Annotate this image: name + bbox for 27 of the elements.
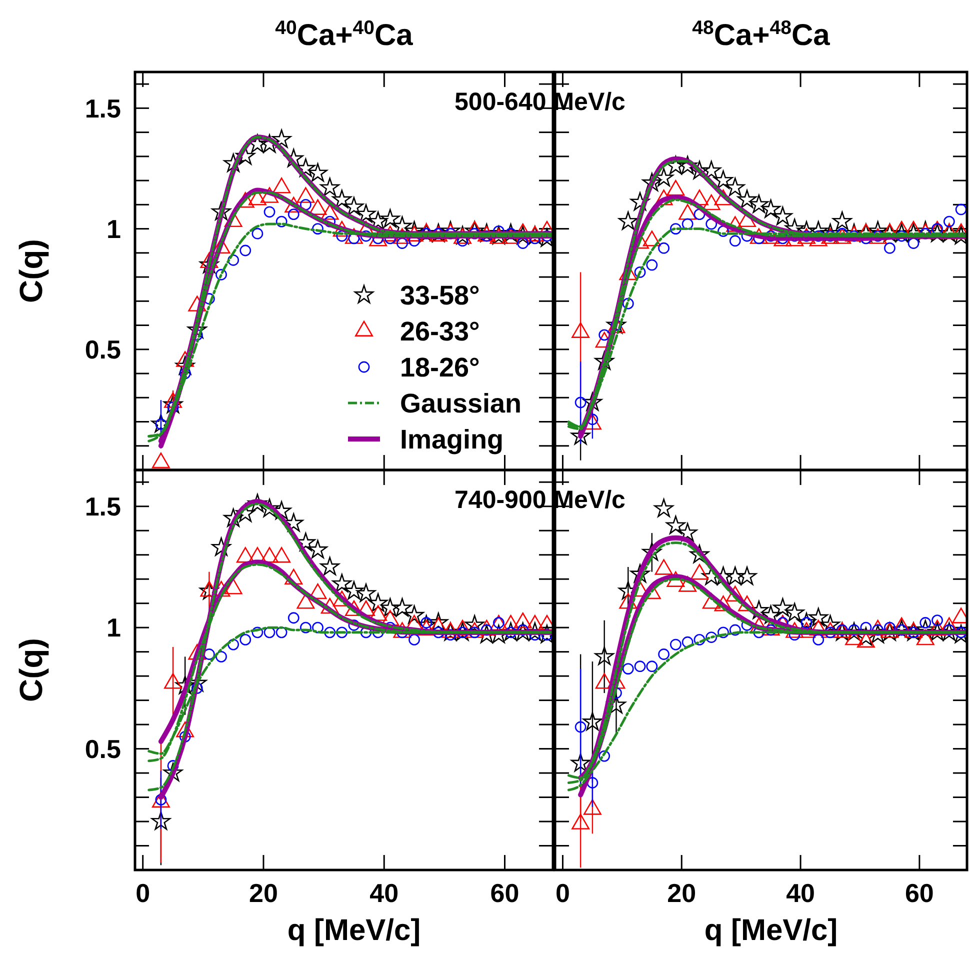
legend-label: 26-33° xyxy=(400,316,480,346)
x-tick-label: 0 xyxy=(136,878,150,908)
x-tick-label: 0 xyxy=(555,878,570,908)
y-axis-title: C(q) xyxy=(13,239,49,303)
x-tick-label: 40 xyxy=(786,878,815,908)
annotation: 500-640 MeV/c xyxy=(454,88,626,116)
legend-label: 33-58° xyxy=(400,280,480,310)
y-tick-label: 0.5 xyxy=(84,734,121,764)
chart-title: $^{40}$Ca+$^{40}$Ca xyxy=(275,17,414,52)
legend-label: 18-26° xyxy=(400,352,480,382)
y-tick-label: 1 xyxy=(106,612,121,643)
x-tick-label: 20 xyxy=(667,878,696,908)
y-tick-label: 1.5 xyxy=(84,491,121,522)
x-axis-title: q [MeV/c] xyxy=(287,914,421,947)
legend-label: Gaussian xyxy=(400,388,522,418)
y-tick-label: 0.5 xyxy=(84,334,121,364)
y-axis-title: C(q) xyxy=(13,638,49,702)
x-tick-label: 40 xyxy=(370,878,399,908)
y-tick-label: 1.5 xyxy=(84,93,121,124)
x-tick-label: 20 xyxy=(249,878,278,908)
chart-title: $^{48}$Ca+$^{48}$Ca xyxy=(692,17,830,52)
annotation: 740-900 MeV/c xyxy=(454,486,626,514)
legend-label: Imaging xyxy=(400,424,504,454)
x-tick-label: 60 xyxy=(490,878,520,908)
x-tick-label: 60 xyxy=(904,878,934,908)
y-tick-label: 1 xyxy=(106,214,121,244)
x-axis-title: q [MeV/c] xyxy=(704,914,838,947)
